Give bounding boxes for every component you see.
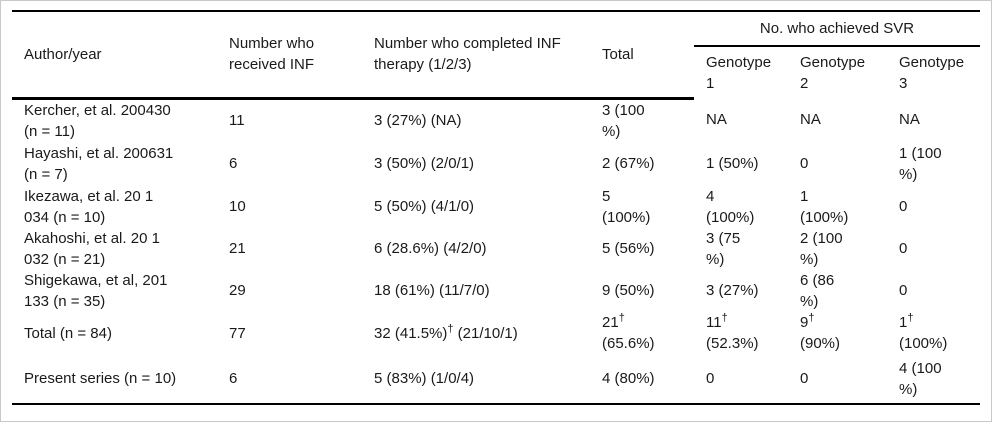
table-row-shigekawa: Shigekawa, et al, 201 133 (n = 35) 29 18… <box>12 270 980 312</box>
col-header-total: Total <box>590 11 694 100</box>
cell-author: Hayashi, et al. 200631 (n = 7) <box>24 144 174 183</box>
cell-received: 29 <box>229 282 246 299</box>
table-row-ikezawa: Ikezawa, et al. 20 1 034 (n = 10) 10 5 (… <box>12 186 980 228</box>
table-row-hayashi: Hayashi, et al. 200631 (n = 7) 6 3 (50%)… <box>12 142 980 186</box>
cell-genotype-1: 0 <box>706 370 715 387</box>
cell-completed: 5 (50%) (4/1/0) <box>374 198 475 215</box>
col-header-received-inf: Number who received INF <box>217 11 362 100</box>
cell-genotype-2: 1 (100%) <box>800 187 849 226</box>
cell-genotype-1: 11† (52.3%) <box>706 312 759 353</box>
col-group-header-svr: No. who achieved SVR <box>694 11 981 47</box>
svr-outcomes-table: Author/year Number who received INF Numb… <box>12 10 981 405</box>
cell-received: 77 <box>229 324 246 342</box>
cell-genotype-2: NA <box>800 111 821 129</box>
cell-genotype-3: 1 (100 %) <box>899 144 942 183</box>
cell-author: Total (n = 84) <box>24 324 112 342</box>
table-body: Kercher, et al. 200430 (n = 11) 11 3 (27… <box>12 98 980 404</box>
cell-received: 6 <box>229 155 238 172</box>
cell-genotype-1: 3 (75 %) <box>706 229 741 268</box>
cell-author: Kercher, et al. 200430 (n = 11) <box>24 101 171 140</box>
col-header-genotype-2: Genotype 2 <box>800 53 866 92</box>
cell-total: 21† (65.6%) <box>602 312 655 353</box>
cell-completed: 18 (61%) (11/7/0) <box>374 282 490 299</box>
col-header-author-year: Author/year <box>12 11 217 100</box>
cell-genotype-1: 3 (27%) <box>706 282 759 299</box>
cell-received: 10 <box>229 198 246 215</box>
table-row-total: Total (n = 84) 77 32 (41.5%)† (21/10/1) … <box>12 312 980 355</box>
cell-total: 5 (56%) <box>602 240 655 257</box>
cell-completed: 6 (28.6%) (4/2/0) <box>374 240 487 257</box>
cell-completed: 3 (50%) (2/0/1) <box>374 155 475 172</box>
table-row-akahoshi: Akahoshi, et al. 20 1 032 (n = 21) 21 6 … <box>12 228 980 270</box>
cell-genotype-3: 1† (100%) <box>899 312 948 353</box>
cell-genotype-3: NA <box>899 111 920 129</box>
cell-genotype-3: 0 <box>899 282 908 299</box>
cell-received: 6 <box>229 370 238 387</box>
cell-completed: 3 (27%) (NA) <box>374 112 462 129</box>
header-row-group: Author/year Number who received INF Numb… <box>12 11 981 100</box>
col-header-genotype-3: Genotype 3 <box>899 53 965 92</box>
cell-genotype-3: 0 <box>899 198 908 215</box>
cell-total: 3 (100 %) <box>602 101 645 140</box>
cell-genotype-1: 4 (100%) <box>706 187 755 226</box>
cell-author: Shigekawa, et al, 201 133 (n = 35) <box>24 271 168 310</box>
cell-genotype-2: 0 <box>800 155 809 172</box>
table-row-kercher: Kercher, et al. 200430 (n = 11) 11 3 (27… <box>12 98 980 142</box>
cell-genotype-3: 4 (100 %) <box>899 359 942 398</box>
col-header-genotype-1: Genotype 1 <box>706 53 772 92</box>
col-header-completed-inf: Number who completed INF therapy (1/2/3) <box>362 11 590 100</box>
cell-received: 21 <box>229 240 246 257</box>
cell-author: Ikezawa, et al. 20 1 034 (n = 10) <box>24 187 154 226</box>
cell-completed: 32 (41.5%)† (21/10/1) <box>374 322 518 342</box>
table-row-present-series: Present series (n = 10) 6 5 (83%) (1/0/4… <box>12 355 980 404</box>
cell-total: 4 (80%) <box>602 370 655 387</box>
cell-genotype-2: 0 <box>800 370 809 387</box>
cell-completed: 5 (83%) (1/0/4) <box>374 370 475 387</box>
cell-author: Present series (n = 10) <box>24 370 177 387</box>
cell-genotype-1: 1 (50%) <box>706 155 759 172</box>
cell-genotype-2: 2 (100 %) <box>800 229 843 268</box>
cell-genotype-2: 6 (86 %) <box>800 271 835 310</box>
cell-total: 5 (100%) <box>602 187 651 226</box>
cell-genotype-3: 0 <box>899 240 908 257</box>
table-header: Author/year Number who received INF Numb… <box>12 11 981 100</box>
cell-genotype-2: 9† (90%) <box>800 312 841 353</box>
cell-received: 11 <box>229 112 245 129</box>
cell-total: 9 (50%) <box>602 282 655 299</box>
cell-author: Akahoshi, et al. 20 1 032 (n = 21) <box>24 229 160 268</box>
header-row-genotypes: Genotype 1 Genotype 2 Genotype 3 <box>12 46 980 98</box>
cell-genotype-1: NA <box>706 111 727 129</box>
cell-total: 2 (67%) <box>602 155 655 172</box>
